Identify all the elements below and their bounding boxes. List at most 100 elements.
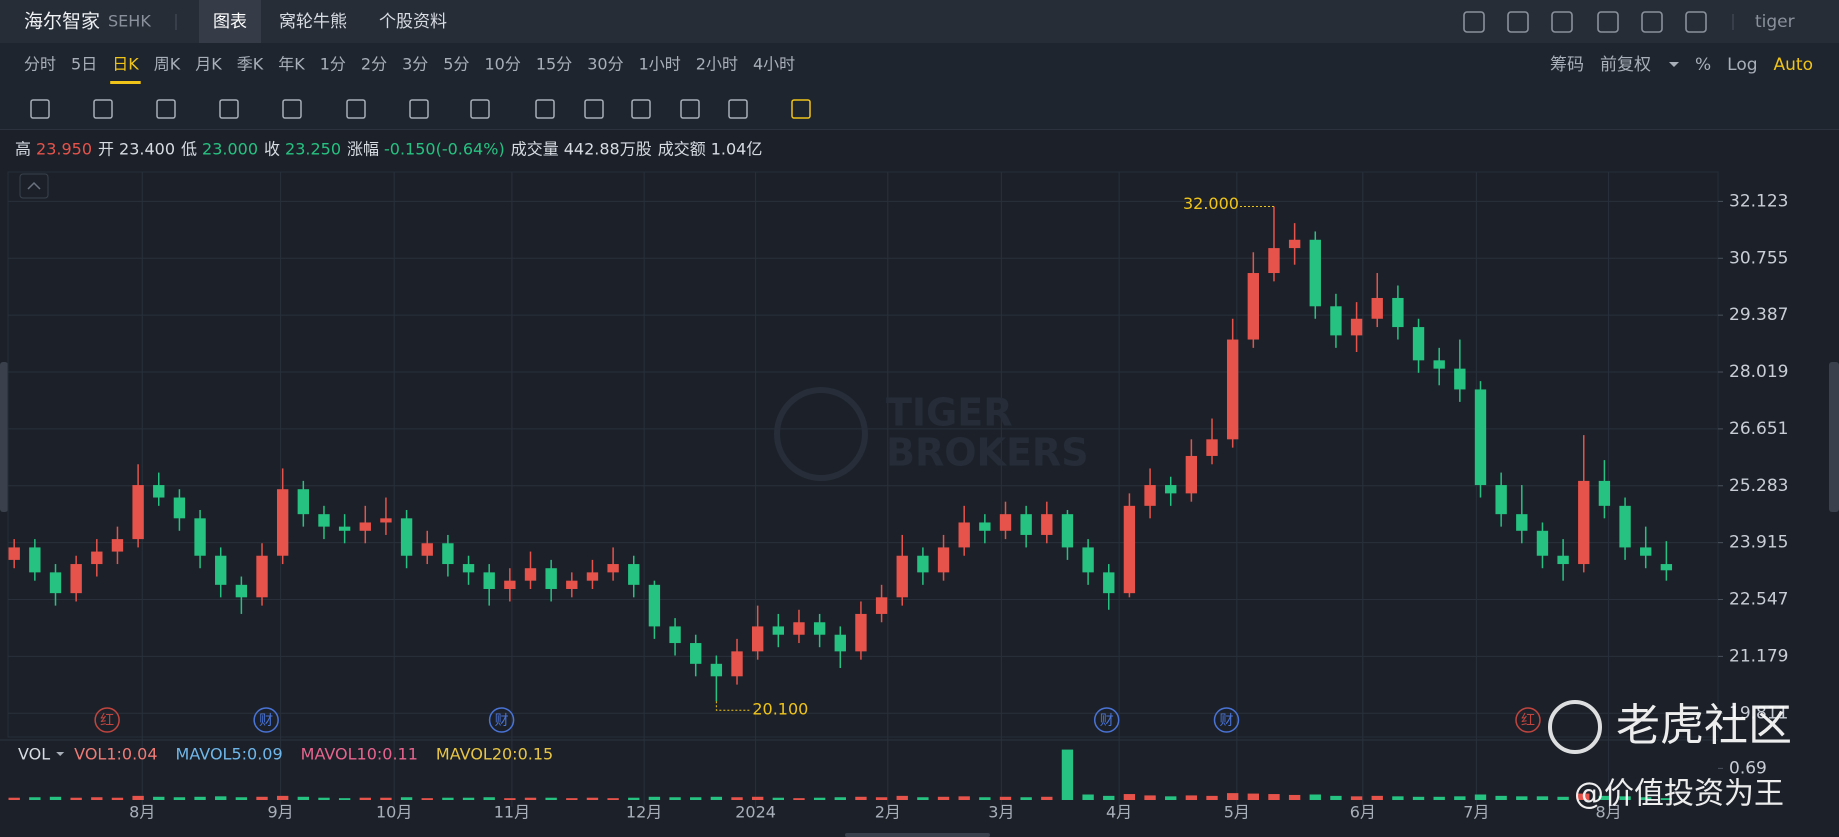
volume-bar	[1185, 795, 1198, 800]
period-option[interactable]: 5日	[71, 55, 97, 74]
scrollbar[interactable]	[845, 833, 990, 837]
dropdown-arrow[interactable]	[56, 752, 65, 756]
toolbar-icon[interactable]	[1507, 11, 1529, 33]
chart-option[interactable]: Log	[1727, 55, 1757, 75]
period-option[interactable]: 季K	[237, 55, 264, 74]
event-label[interactable]: 财	[259, 713, 273, 729]
volume-bar	[215, 796, 227, 800]
toolbar-icon[interactable]	[1685, 11, 1707, 33]
period-option[interactable]: 4小时	[753, 55, 795, 74]
volume-legend: MAVOL10:0.11	[301, 745, 418, 764]
collapse-button[interactable]	[19, 173, 49, 199]
event-label[interactable]: 红	[1521, 713, 1535, 729]
drawing-tool[interactable]	[93, 99, 113, 119]
event-label[interactable]: 红	[100, 713, 114, 729]
volume-bar	[132, 795, 144, 800]
event-marker[interactable]	[253, 707, 279, 733]
period-option[interactable]: 年K	[278, 55, 305, 74]
volume-bar	[462, 797, 475, 800]
chart-option[interactable]: Auto	[1774, 55, 1813, 75]
candle-body	[49, 572, 62, 594]
drawing-tool[interactable]	[282, 99, 302, 119]
tab-bg[interactable]	[199, 0, 261, 43]
period-option[interactable]: 5分	[443, 55, 469, 74]
drawing-tool[interactable]	[791, 99, 811, 119]
chart-option[interactable]: 筹码	[1550, 55, 1584, 75]
drawing-tool[interactable]	[346, 99, 366, 119]
right-handle[interactable]	[1829, 362, 1839, 512]
overlay-author: @价值投资为王	[1574, 777, 1784, 812]
quote-value: 1.04亿	[711, 140, 763, 159]
drawing-tool[interactable]	[584, 99, 604, 119]
event-marker[interactable]	[1515, 707, 1541, 733]
event-marker[interactable]	[1213, 707, 1240, 733]
event-label[interactable]: 财	[495, 713, 509, 729]
chart-option[interactable]: %	[1695, 55, 1711, 75]
period-option[interactable]: 3分	[402, 55, 428, 74]
dropdown-arrow[interactable]	[1668, 62, 1679, 67]
drawing-tool[interactable]	[219, 99, 239, 119]
candle-body	[380, 518, 392, 523]
period-option[interactable]: 30分	[587, 55, 623, 74]
tab[interactable]: 图表	[213, 12, 247, 32]
candle-body	[338, 526, 351, 531]
candle-body	[1144, 485, 1156, 506]
period-option[interactable]: 15分	[536, 55, 572, 74]
event-marker[interactable]	[94, 707, 120, 733]
volume-legend[interactable]: VOL	[18, 745, 50, 764]
volume-bar	[524, 797, 537, 800]
quote-value: -0.150(-0.64%)	[384, 140, 505, 159]
chart-option[interactable]: 前复权	[1600, 55, 1651, 75]
period-option[interactable]: 周K	[154, 55, 181, 74]
x-tick-label: 9月	[268, 803, 294, 822]
tab[interactable]: 个股资料	[379, 12, 447, 32]
volume-bar	[607, 798, 619, 800]
candle-body	[91, 551, 103, 565]
watermark-text: BROKERS	[886, 431, 1089, 475]
drawing-tool[interactable]	[728, 99, 748, 119]
volume-bar	[504, 798, 516, 800]
volume-bar	[380, 797, 392, 800]
volume-bar	[1598, 795, 1611, 800]
volume-bar	[1165, 796, 1177, 800]
period-option[interactable]: 2分	[361, 55, 387, 74]
candle-body	[1433, 360, 1445, 369]
volume-bar	[999, 796, 1012, 800]
drawing-tool[interactable]	[470, 99, 490, 119]
toolbar-icon[interactable]	[1641, 11, 1663, 33]
overlay-logo	[1548, 700, 1602, 754]
y-tick-label: 29.387	[1729, 305, 1788, 325]
period-option[interactable]: 2小时	[696, 55, 738, 74]
candle-body	[173, 497, 186, 519]
toolbar-icon[interactable]	[1463, 11, 1485, 33]
drawing-tool[interactable]	[631, 99, 651, 119]
user-name[interactable]: tiger	[1755, 12, 1795, 32]
toolbar-icon[interactable]	[1597, 11, 1619, 33]
period-option[interactable]: 月K	[195, 55, 222, 74]
period-option[interactable]: 10分	[484, 55, 520, 74]
period-option[interactable]: 1小时	[639, 55, 681, 74]
period-option[interactable]: 日K	[112, 55, 139, 74]
drawing-tool[interactable]	[535, 99, 555, 119]
period-option[interactable]: 分时	[24, 55, 56, 74]
event-label[interactable]: 财	[1100, 713, 1114, 729]
y-tick-label: 30.755	[1729, 248, 1788, 268]
drawing-tool[interactable]	[409, 99, 429, 119]
toolbar-icon[interactable]	[1551, 11, 1573, 33]
event-marker[interactable]	[488, 707, 515, 733]
candle-body	[772, 626, 785, 635]
x-tick-label: 7月	[1463, 803, 1489, 822]
period-option[interactable]: 1分	[320, 55, 346, 74]
drawing-tool[interactable]	[680, 99, 700, 119]
candle-body	[421, 543, 433, 556]
event-label[interactable]: 财	[1219, 713, 1233, 729]
left-handle[interactable]	[0, 362, 8, 512]
tab[interactable]: 窝轮牛熊	[279, 12, 347, 32]
y-tick-label: 28.019	[1729, 362, 1788, 382]
event-marker[interactable]	[1093, 707, 1120, 733]
y-tick-label: 25.283	[1729, 476, 1788, 496]
drawing-tool[interactable]	[30, 99, 50, 119]
volume-bar	[111, 797, 124, 800]
drawing-tool[interactable]	[156, 99, 176, 119]
